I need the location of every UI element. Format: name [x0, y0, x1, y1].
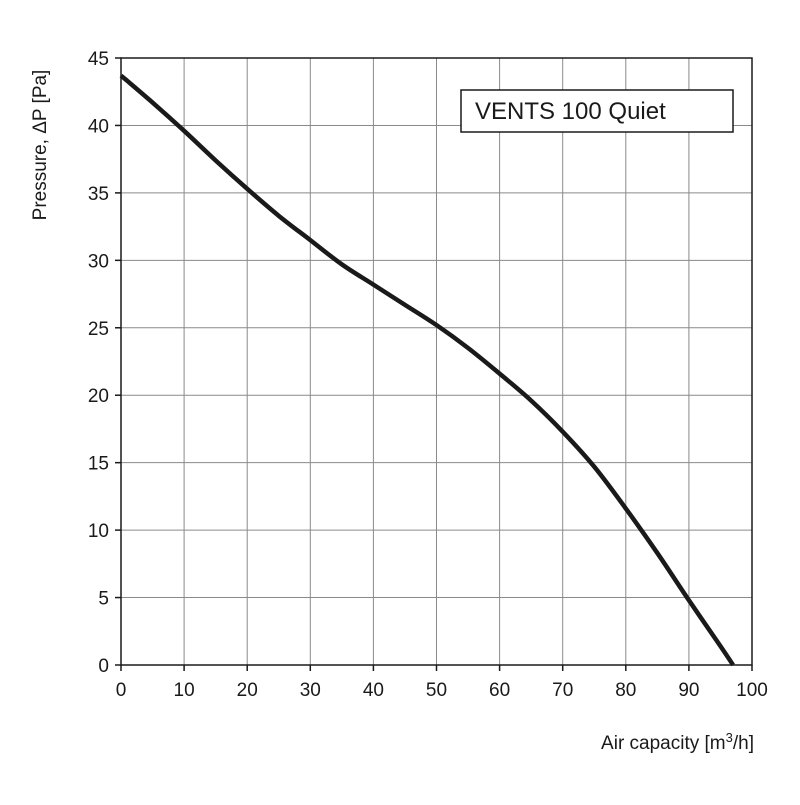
- x-tick-label: 50: [426, 680, 447, 701]
- y-tick-label: 10: [88, 521, 109, 542]
- x-tick-label: 10: [174, 680, 195, 701]
- y-tick-label: 25: [88, 319, 109, 340]
- grid: [120, 57, 753, 666]
- x-tick-label: 30: [300, 680, 321, 701]
- legend-label: VENTS 100 Quiet: [475, 98, 666, 125]
- x-tick-label: 20: [237, 680, 258, 701]
- y-tick-label: 40: [88, 116, 109, 137]
- ticks: 0 10 20 30 40 50 60 70 80 90 100 0 5 10 15 20 25 30 35 40 45: [88, 49, 768, 701]
- x-tick-label: 80: [615, 680, 636, 701]
- y-tick-label: 15: [88, 454, 109, 475]
- x-tick-label: 90: [678, 680, 699, 701]
- y-tick-label: 35: [88, 184, 109, 205]
- y-tick-label: 0: [98, 656, 109, 677]
- legend-box: [460, 89, 734, 133]
- y-tick-label: 45: [88, 49, 109, 70]
- y-tick-label: 20: [88, 386, 109, 407]
- x-tick-label: 100: [736, 680, 768, 701]
- x-tick-label: 70: [552, 680, 573, 701]
- y-axis-label: Pressure, ΔP [Pa]: [30, 70, 51, 221]
- x-tick-label: 40: [363, 680, 384, 701]
- x-tick-label: 0: [116, 680, 127, 701]
- y-tick-label: 30: [88, 251, 109, 272]
- y-tick-label: 5: [98, 589, 109, 610]
- x-axis-label: Air capacity [m3/h]: [601, 730, 754, 754]
- series-line-vents-100-quiet: [119, 73, 735, 667]
- x-tick-label: 60: [489, 680, 510, 701]
